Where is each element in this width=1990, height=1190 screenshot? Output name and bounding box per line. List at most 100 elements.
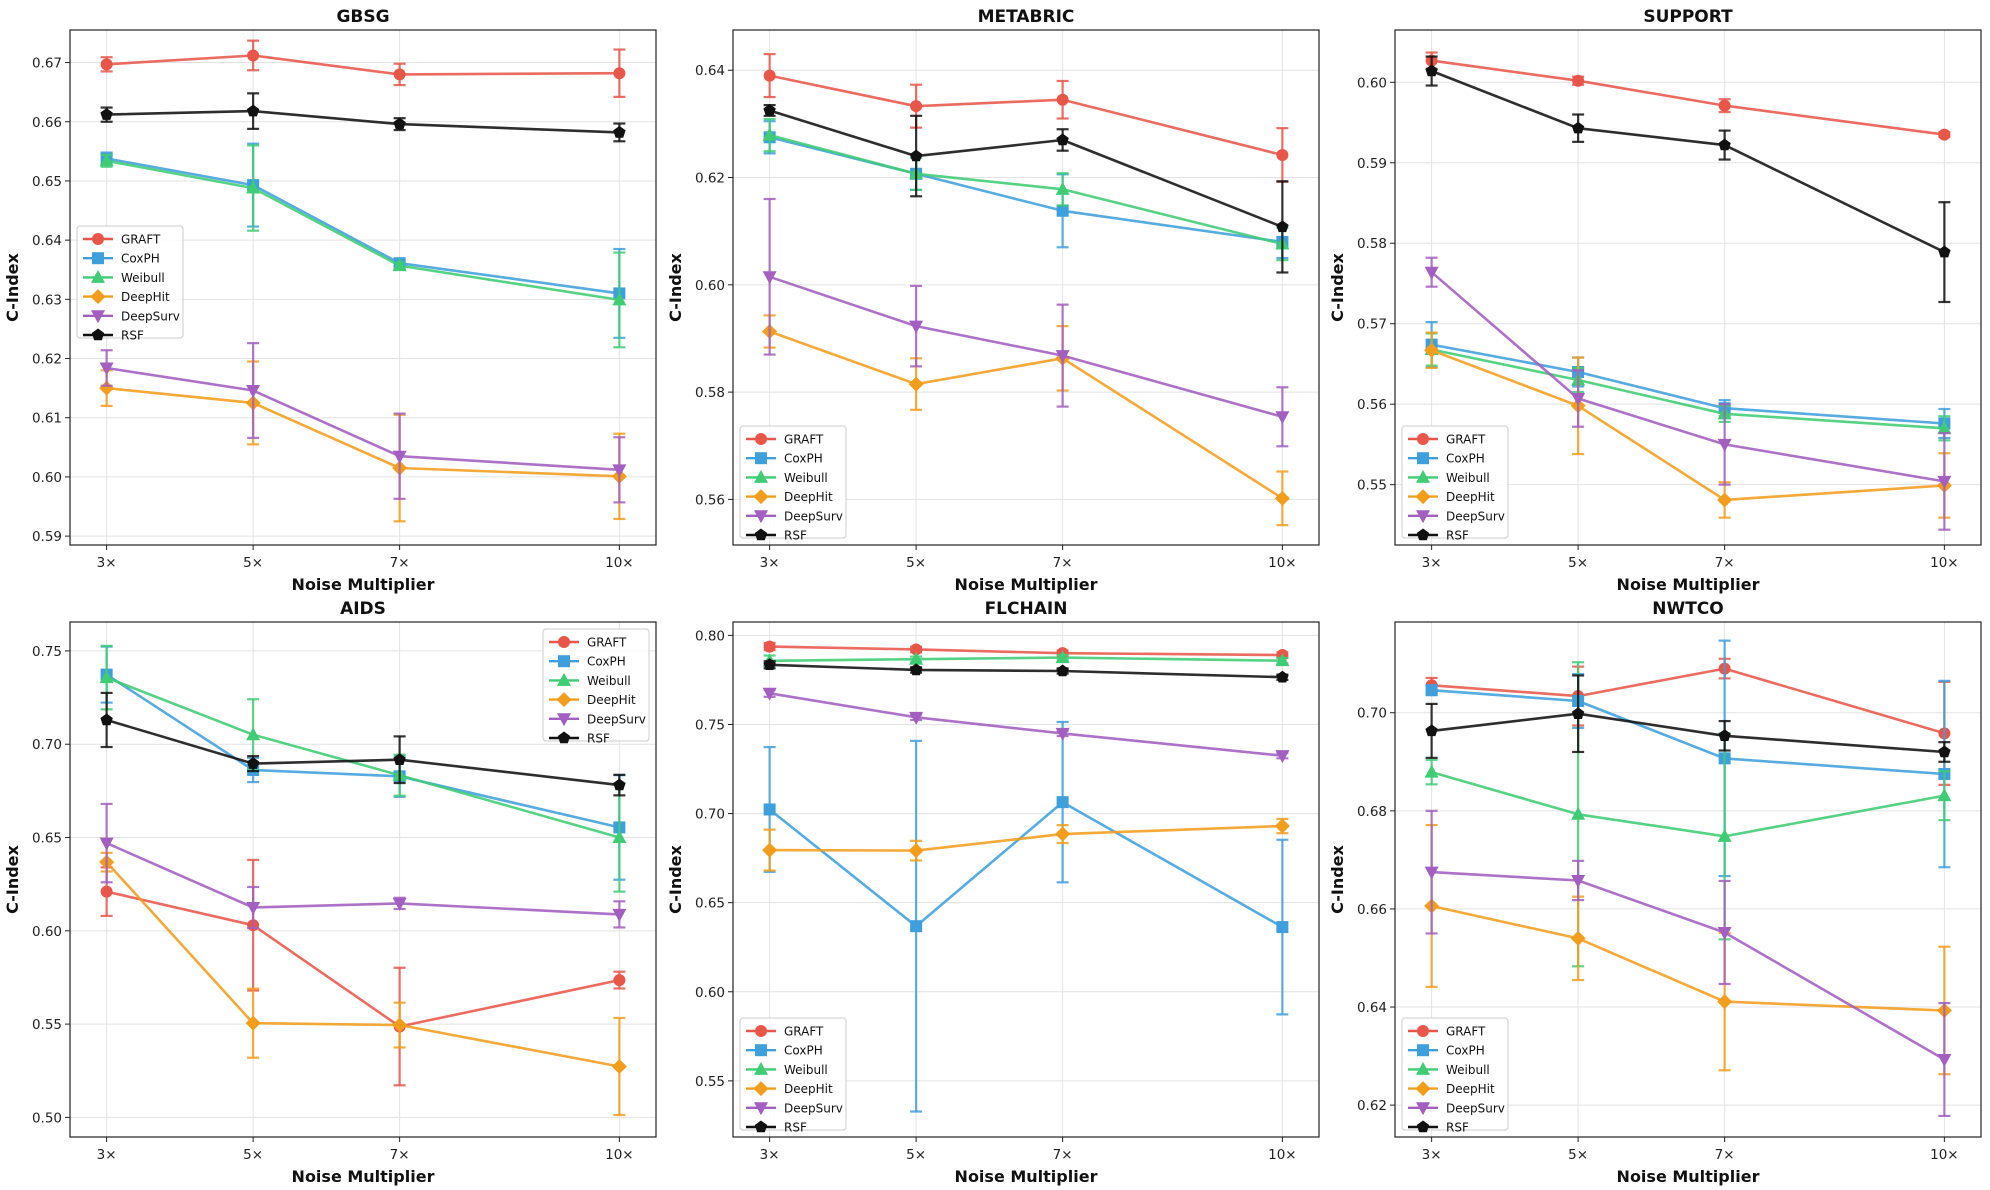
legend-marker <box>1416 469 1430 483</box>
legend-marker <box>1415 1081 1431 1097</box>
legend-label: DeepHit <box>587 693 636 707</box>
data-point <box>762 271 777 285</box>
data-point <box>909 149 923 162</box>
legend-marker <box>755 1025 767 1037</box>
data-point <box>762 687 777 701</box>
x-axis-label: Noise Multiplier <box>955 1167 1098 1186</box>
axes-frame <box>1394 621 1982 1138</box>
legend-marker <box>754 469 768 483</box>
data-point <box>246 727 261 741</box>
series-line <box>768 800 1284 929</box>
legend: GRAFT CoxPH Weibull DeepHit DeepSurv RSF <box>1401 425 1509 543</box>
data-point <box>99 362 114 376</box>
data-point <box>612 830 627 844</box>
data-point <box>1717 994 1733 1010</box>
legend-marker <box>556 692 572 708</box>
legend-label: GRAFT <box>1446 433 1486 447</box>
x-tick-label: 5× <box>906 1147 926 1163</box>
legend-marker <box>753 1081 769 1097</box>
series-rsf <box>763 658 1289 683</box>
y-tick-label: 0.62 <box>32 352 62 368</box>
series-line <box>106 54 620 76</box>
legend-marker <box>91 328 105 341</box>
x-tick-label: 5× <box>243 555 263 571</box>
x-tick-label: 3× <box>97 555 117 571</box>
y-tick-label: 0.60 <box>32 924 62 940</box>
data-point <box>613 778 626 791</box>
legend-marker <box>557 713 571 727</box>
data-point <box>613 974 626 987</box>
data-point <box>1056 664 1069 677</box>
data-point <box>1055 181 1070 195</box>
x-axis-label: Noise Multiplier <box>955 575 1098 594</box>
legend-marker <box>1416 528 1430 541</box>
data-point <box>1718 138 1731 151</box>
y-tick-label: 0.75 <box>695 717 725 733</box>
x-tick-label: 5× <box>243 1147 263 1163</box>
data-point <box>1717 492 1733 508</box>
data-point <box>1056 204 1069 217</box>
legend-marker <box>1417 433 1429 445</box>
y-tick-label: 0.68 <box>1357 804 1387 820</box>
data-point <box>1056 796 1069 809</box>
y-tick-label: 0.65 <box>695 896 725 912</box>
legend-label: GRAFT <box>784 433 824 447</box>
series-line <box>1431 69 1945 254</box>
series-weibull <box>99 144 627 349</box>
legend-label: RSF <box>1446 1121 1469 1135</box>
legend-label: Weibull <box>1446 1063 1490 1077</box>
data-point <box>1056 133 1069 146</box>
data-point <box>1276 921 1289 934</box>
series-line <box>106 159 620 302</box>
x-tick-label: 10× <box>1930 1147 1959 1163</box>
x-tick-label: 7× <box>390 555 410 571</box>
legend-label: DeepSurv <box>1446 1101 1505 1115</box>
data-point <box>1718 99 1731 112</box>
legend-label: RSF <box>784 1121 807 1135</box>
legend-marker <box>755 1044 767 1057</box>
chart-title: METABRIC <box>978 7 1075 27</box>
chart-title: AIDS <box>340 599 386 619</box>
x-tick-label: 7× <box>1715 555 1735 571</box>
series-line <box>769 645 1283 657</box>
legend-marker <box>754 510 768 524</box>
data-point <box>99 380 115 396</box>
data-point <box>99 670 114 684</box>
y-tick-label: 0.70 <box>1357 706 1387 722</box>
y-tick-label: 0.60 <box>695 985 725 1001</box>
legend: GRAFT CoxPH Weibull DeepHit DeepSurv RSF <box>1401 1017 1509 1135</box>
series-line <box>106 157 620 295</box>
chart-title: NWTCO <box>1652 599 1724 619</box>
legend-marker <box>91 310 105 324</box>
data-point <box>763 803 776 816</box>
data-point <box>1717 926 1732 940</box>
panel-gbsg: 0.59 0.60 0.61 0.62 0.63 0.64 0.65 0.66 0.67 3× 5×… <box>3 7 657 594</box>
series-line <box>769 824 1283 852</box>
y-tick-label: 0.61 <box>32 411 62 427</box>
y-tick-label: 0.64 <box>695 63 725 79</box>
x-tick-label: 7× <box>1053 1147 1073 1163</box>
x-tick-label: 7× <box>390 1147 410 1163</box>
axes-frame <box>1394 29 1982 546</box>
data-point <box>763 640 776 653</box>
legend-label: GRAFT <box>1446 1025 1486 1039</box>
legend-marker <box>755 433 767 445</box>
y-axis-label: C-Index <box>1328 252 1347 321</box>
chart-title: FLCHAIN <box>985 599 1068 619</box>
series-rsf <box>1425 55 1951 304</box>
y-tick-label: 0.64 <box>1357 1000 1387 1016</box>
y-tick-label: 0.60 <box>1357 75 1387 91</box>
data-point <box>100 108 113 120</box>
data-point <box>1425 684 1438 697</box>
y-tick-label: 0.64 <box>32 233 62 249</box>
y-tick-label: 0.62 <box>1357 1098 1387 1114</box>
legend-label: Weibull <box>784 1063 828 1077</box>
data-point <box>245 1015 261 1031</box>
data-point <box>1717 828 1732 842</box>
data-point <box>246 901 261 915</box>
legend-label: CoxPH <box>1446 1044 1485 1058</box>
legend-label: Weibull <box>121 271 165 285</box>
panel-nwtco: 0.62 0.64 0.66 0.68 0.70 3× 5× 7× 10× NWTCO Noise … <box>1328 599 1982 1186</box>
data-point <box>1938 128 1951 141</box>
series-graft <box>100 39 626 98</box>
